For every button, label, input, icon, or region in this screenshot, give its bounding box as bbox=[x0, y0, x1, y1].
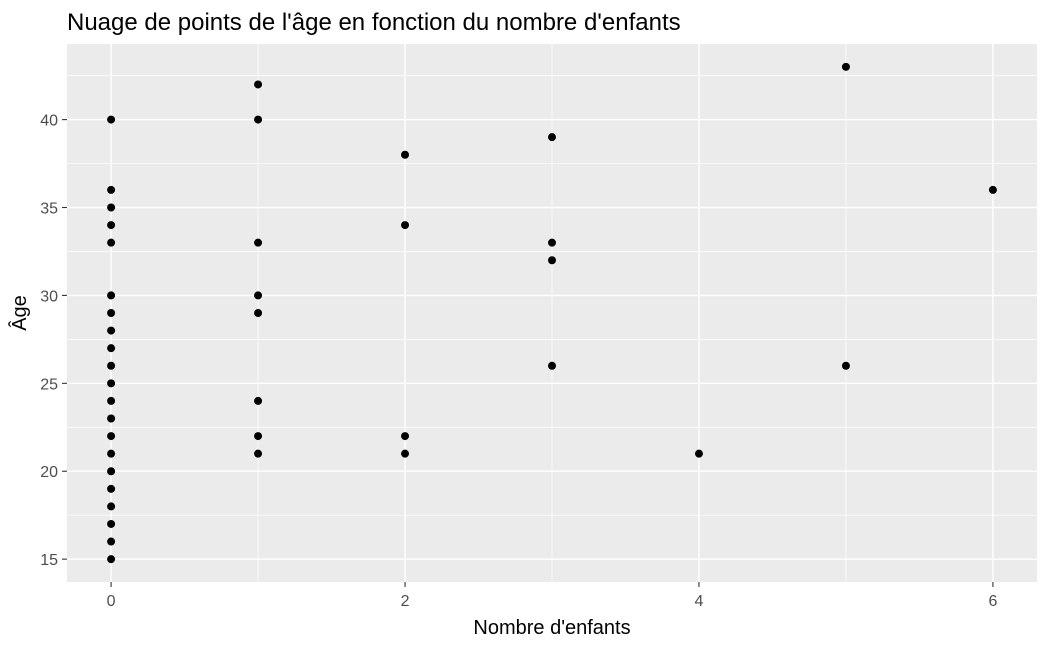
data-point bbox=[107, 484, 116, 493]
data-point bbox=[107, 537, 116, 546]
data-point bbox=[107, 185, 116, 194]
y-axis-title: Âge bbox=[8, 295, 31, 331]
y-tick-label: 25 bbox=[40, 376, 58, 393]
x-tick-label: 4 bbox=[695, 593, 704, 610]
data-point bbox=[401, 150, 410, 159]
data-point bbox=[254, 80, 263, 89]
data-point bbox=[107, 309, 116, 317]
x-axis-ticks: 0 2 4 6 bbox=[107, 582, 997, 610]
y-axis-ticks: 15 20 25 30 35 40 bbox=[40, 113, 67, 569]
data-point bbox=[548, 238, 556, 247]
x-tick-label: 2 bbox=[401, 593, 410, 610]
y-tick-label: 15 bbox=[40, 552, 58, 569]
data-point bbox=[107, 467, 116, 476]
data-point bbox=[107, 326, 116, 335]
data-point bbox=[401, 449, 410, 458]
data-point bbox=[107, 519, 116, 528]
y-tick-label: 30 bbox=[40, 288, 58, 305]
data-point bbox=[401, 432, 410, 441]
data-point bbox=[107, 344, 116, 353]
data-point bbox=[107, 221, 116, 230]
data-point bbox=[107, 449, 116, 458]
data-point bbox=[107, 291, 116, 300]
data-point bbox=[107, 502, 116, 511]
data-point bbox=[694, 449, 703, 458]
minor-gridlines bbox=[67, 44, 1037, 582]
data-point bbox=[401, 221, 410, 230]
data-point bbox=[254, 432, 263, 441]
data-point bbox=[107, 555, 116, 564]
data-point bbox=[107, 379, 116, 388]
data-point bbox=[107, 361, 116, 370]
data-point bbox=[254, 449, 263, 458]
data-point bbox=[254, 309, 263, 317]
data-point bbox=[548, 256, 556, 265]
data-point bbox=[988, 185, 997, 194]
y-tick-label: 40 bbox=[40, 113, 58, 130]
chart-title: Nuage de points de l'âge en fonction du … bbox=[67, 9, 681, 36]
data-point bbox=[548, 361, 556, 370]
data-point bbox=[548, 133, 556, 142]
data-point bbox=[254, 396, 263, 405]
y-tick-label: 35 bbox=[40, 201, 58, 218]
data-point bbox=[841, 361, 850, 370]
x-tick-label: 6 bbox=[988, 593, 997, 610]
data-points bbox=[107, 62, 997, 564]
data-point bbox=[107, 432, 116, 441]
data-point bbox=[254, 115, 263, 124]
data-point bbox=[107, 414, 116, 423]
data-point bbox=[107, 115, 116, 124]
data-point bbox=[841, 62, 850, 71]
data-point bbox=[107, 396, 116, 405]
data-point bbox=[107, 203, 116, 212]
data-point bbox=[107, 238, 116, 247]
data-point bbox=[254, 238, 263, 247]
x-tick-label: 0 bbox=[107, 593, 116, 610]
data-point bbox=[254, 291, 263, 300]
x-axis-title: Nombre d'enfants bbox=[473, 617, 630, 639]
y-tick-label: 20 bbox=[40, 464, 58, 481]
